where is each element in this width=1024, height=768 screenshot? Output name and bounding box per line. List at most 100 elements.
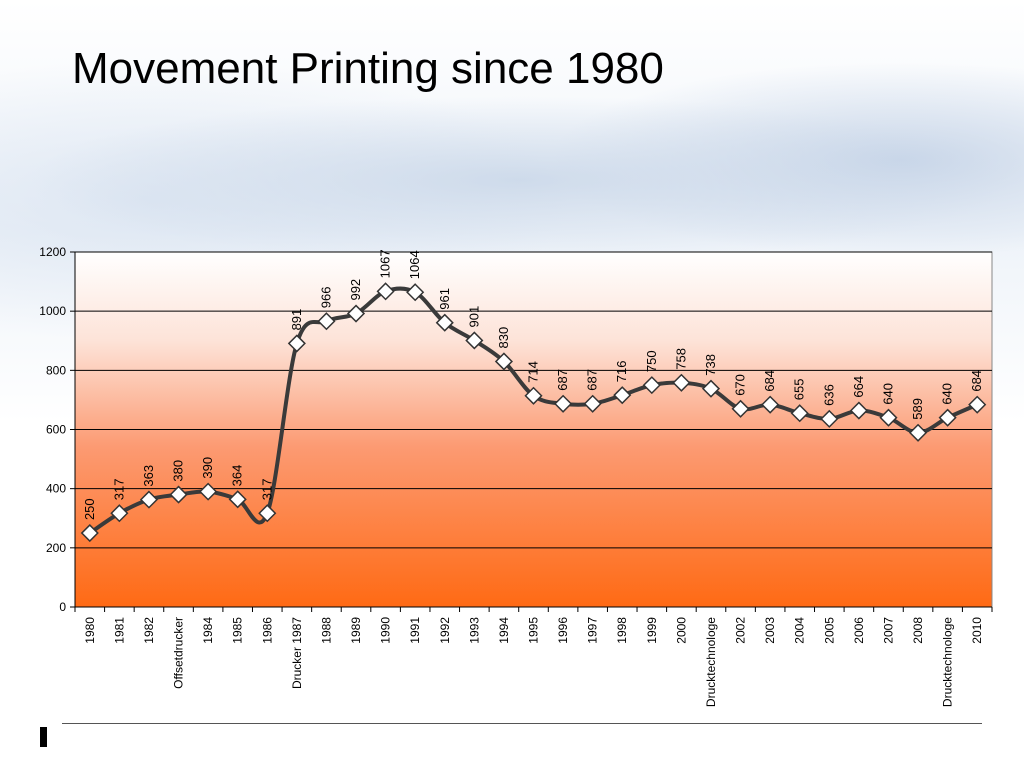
x-tick-label: 1992: [438, 617, 452, 644]
data-label: 684: [969, 370, 984, 392]
x-tick-label: Drucktechnologe: [941, 617, 955, 707]
data-point-marker: [672, 373, 691, 392]
data-label: 901: [466, 306, 481, 328]
data-point-marker: [139, 490, 159, 509]
data-point-marker: [701, 379, 721, 398]
y-tick-label: 0: [59, 600, 66, 614]
data-point-marker: [790, 404, 809, 423]
x-tick-label: 1981: [112, 617, 126, 644]
data-label: 830: [496, 327, 511, 349]
data-label: 1064: [407, 250, 422, 279]
y-tick-label: 1200: [39, 245, 66, 259]
data-point-marker: [287, 334, 306, 353]
slide-corner-mark: [40, 727, 47, 747]
data-point-marker: [169, 485, 188, 504]
data-point-marker: [110, 504, 129, 523]
x-tick-label: 2008: [911, 617, 925, 644]
data-point-marker: [879, 408, 898, 427]
x-axis-ticks: 1980 1981 1982 Offsetdrucker 1984 1985 1986 Dru…: [74, 607, 993, 707]
data-label: 1067: [378, 249, 393, 278]
data-label: 687: [555, 369, 570, 391]
data-label: 670: [733, 374, 748, 396]
x-tick-label: 1982: [142, 617, 156, 644]
data-label: 390: [200, 457, 215, 479]
data-point-marker: [376, 282, 395, 301]
gridlines: [75, 251, 992, 549]
data-label: 714: [526, 361, 541, 383]
data-point-marker: [406, 283, 425, 302]
data-label: 636: [821, 384, 836, 406]
x-tick-label: 1984: [201, 617, 215, 644]
data-label: 750: [644, 350, 659, 372]
data-point-marker: [613, 386, 632, 405]
data-point-marker: [849, 401, 868, 420]
data-label: 684: [762, 370, 777, 392]
data-label: 640: [880, 383, 895, 405]
data-point-marker: [524, 386, 543, 405]
x-tick-label: 1980: [83, 617, 97, 644]
data-label: 380: [171, 460, 186, 482]
data-label: 738: [703, 354, 718, 376]
data-label: 961: [437, 288, 452, 310]
data-point-marker: [968, 395, 987, 414]
x-tick-label: 2004: [793, 617, 807, 644]
x-tick-label: 1988: [319, 617, 333, 644]
x-tick-label: 2000: [674, 617, 688, 644]
data-label: 891: [289, 309, 304, 331]
data-label: 250: [82, 498, 97, 520]
data-label: 364: [230, 465, 245, 487]
y-tick-label: 200: [46, 541, 66, 555]
data-point-marker: [80, 523, 99, 543]
data-point-marker: [494, 352, 513, 371]
x-tick-label: Drucktechnologe: [704, 617, 718, 707]
data-label: 363: [141, 465, 156, 487]
data-point-marker: [761, 395, 780, 414]
x-tick-label: 1985: [231, 617, 245, 644]
data-point-marker: [199, 482, 218, 501]
x-tick-label: 1993: [467, 617, 481, 644]
x-tick-label: 1991: [408, 617, 422, 644]
data-point-marker: [228, 490, 247, 509]
x-tick-label: Drucker 1987: [290, 617, 304, 689]
x-tick-label: 2002: [734, 617, 748, 644]
data-label: 992: [348, 279, 363, 301]
x-tick-label: 1998: [615, 617, 629, 644]
data-label: 966: [318, 287, 333, 309]
x-tick-label: 2003: [763, 617, 777, 644]
data-label: 687: [585, 369, 600, 391]
data-point-marker: [820, 409, 839, 428]
data-label: 317: [111, 479, 126, 501]
y-tick-label: 1000: [39, 304, 66, 318]
x-tick-label: 1997: [586, 617, 600, 644]
data-labels: 250 317 363 380 390 364 317 891 966 992 1067 1064 96…: [82, 249, 984, 520]
data-label: 716: [614, 360, 629, 382]
data-label: 317: [259, 479, 274, 501]
x-tick-label: 2006: [852, 617, 866, 644]
x-tick-label: 1995: [527, 617, 541, 644]
data-point-marker: [435, 313, 454, 332]
x-tick-label: 1996: [556, 617, 570, 644]
data-label: 640: [940, 383, 955, 405]
x-tick-label: 2010: [970, 617, 984, 644]
data-markers: [80, 282, 987, 543]
y-tick-label: 600: [46, 423, 66, 437]
y-tick-label: 800: [46, 363, 66, 377]
x-tick-label: 1990: [379, 617, 393, 644]
slide-title: Movement Printing since 1980: [72, 44, 664, 93]
data-label: 758: [673, 348, 688, 370]
data-point-marker: [642, 376, 661, 395]
data-point-marker: [908, 423, 928, 442]
y-tick-label: 400: [46, 482, 66, 496]
x-tick-label: 2007: [881, 617, 895, 644]
x-tick-label: 1989: [349, 617, 363, 644]
y-axis-ticks: 0 200 400 600 800 1000 1200: [39, 245, 75, 614]
data-point-marker: [554, 394, 573, 413]
data-point-marker: [583, 394, 602, 413]
data-point-marker: [465, 331, 484, 350]
data-point-marker: [731, 399, 750, 418]
data-point-marker: [317, 312, 336, 331]
x-tick-label: 1999: [645, 617, 659, 644]
data-label: 589: [910, 398, 925, 420]
data-point-marker: [258, 504, 277, 523]
